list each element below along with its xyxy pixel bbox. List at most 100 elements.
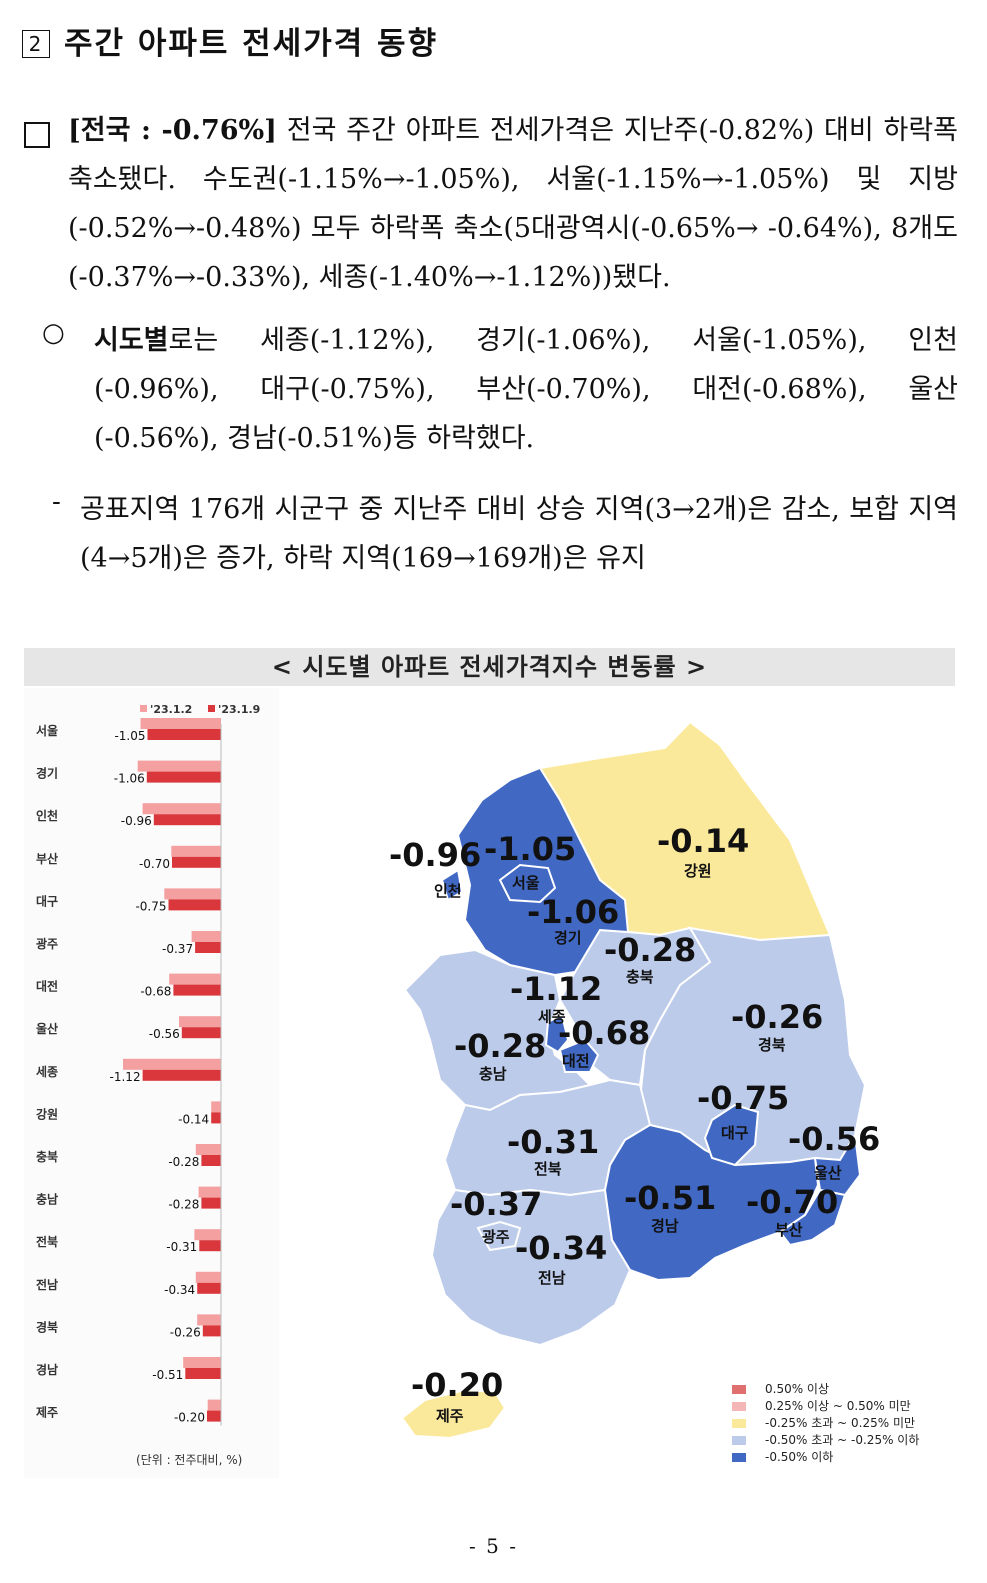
map-region-name: 제주 xyxy=(436,1407,464,1425)
map-region-name: 울산 xyxy=(814,1164,842,1182)
bar-prev xyxy=(140,718,221,729)
bar-chart-data-labels: -1.05 -1.06 -0.96 -0.70 -0.75 -0.37 -0.68 -0.56… xyxy=(110,729,210,1425)
data-label: -0.28 xyxy=(168,1198,199,1212)
map-legend: 0.50% 이상 0.25% 이상 ~ 0.50% 미만 -0.25% 초과 ~… xyxy=(732,1380,919,1465)
legend-item: -0.50% 초과 ~ -0.25% 이하 xyxy=(732,1431,919,1448)
category-label: 세종 xyxy=(36,1064,58,1079)
map-region-name: 전남 xyxy=(538,1269,566,1287)
map-value-label: -0.96 xyxy=(389,836,482,874)
bar-curr xyxy=(211,1112,221,1124)
map-value-label: -0.26 xyxy=(731,998,824,1036)
map-region-seoul xyxy=(498,863,557,904)
section-heading: 2 주간 아파트 전세가격 동향 xyxy=(22,18,438,63)
map-region-name: 경남 xyxy=(651,1217,679,1235)
data-label: -0.37 xyxy=(162,942,193,956)
category-label: 충남 xyxy=(36,1192,58,1207)
bar-prev xyxy=(142,803,221,815)
figure-caption: < 시도별 아파트 전세가격지수 변동률 > xyxy=(271,653,708,681)
section-number: 2 xyxy=(22,30,50,58)
bar-curr xyxy=(142,1069,221,1081)
map-region-name: 충북 xyxy=(626,968,654,986)
bar-curr xyxy=(173,984,221,996)
map-region-daejeon xyxy=(558,1038,600,1073)
legend-label: -0.50% 이하 xyxy=(765,1450,834,1464)
legend-item: -0.25% 초과 ~ 0.25% 미만 xyxy=(732,1414,919,1431)
data-label: -0.68 xyxy=(140,985,171,999)
bar-prev xyxy=(198,1186,221,1198)
legend-label: 0.25% 이상 ~ 0.50% 미만 xyxy=(765,1399,911,1413)
bar-prev xyxy=(183,1357,221,1368)
bar-curr xyxy=(202,1325,221,1337)
bar-prev xyxy=(164,888,221,900)
data-label: -1.06 xyxy=(114,772,145,786)
bar-chart-bars xyxy=(123,718,222,1426)
category-label: 서울 xyxy=(36,723,58,738)
bar-curr xyxy=(199,1240,221,1252)
category-label: 대전 xyxy=(36,979,58,994)
bar-prev xyxy=(207,1399,221,1411)
bar-prev xyxy=(171,845,221,857)
bar-prev xyxy=(123,1058,221,1070)
legend-swatch xyxy=(732,1419,746,1428)
bar-curr xyxy=(168,899,221,911)
map-region-name: 광주 xyxy=(482,1228,510,1246)
map-value-label: -0.20 xyxy=(411,1366,504,1404)
summary-paragraph: [전국 : -0.76%] 전국 주간 아파트 전세가격은 지난주(-0.82%… xyxy=(68,106,958,302)
section-title: 주간 아파트 전세가격 동향 xyxy=(64,26,439,62)
category-label: 인천 xyxy=(36,808,58,823)
map-region-name: 경북 xyxy=(758,1036,786,1054)
data-label: -0.96 xyxy=(121,814,152,828)
regional-text: 로는 세종(-1.12%), 경기(-1.06%), 서울(-1.05%), 인… xyxy=(94,325,958,454)
legend-label: 0.50% 이상 xyxy=(765,1382,830,1396)
map-region-incheon xyxy=(440,868,464,902)
bar-chart-panel xyxy=(24,688,279,1478)
data-label: -0.14 xyxy=(178,1112,209,1126)
category-label: 경북 xyxy=(36,1320,58,1334)
dash-bullet: - xyxy=(52,487,61,517)
legend-swatch xyxy=(732,1385,746,1394)
legend-item: 0.50% 이상 xyxy=(732,1380,919,1397)
map-region-name: 대구 xyxy=(721,1124,749,1142)
bar-curr xyxy=(172,856,221,868)
data-label: -0.31 xyxy=(166,1240,197,1254)
regional-paragraph: 시도별로는 세종(-1.12%), 경기(-1.06%), 서울(-1.05%)… xyxy=(94,316,958,463)
bar-curr xyxy=(185,1368,221,1379)
data-label: -0.34 xyxy=(164,1283,195,1297)
map-region-name: 충남 xyxy=(479,1065,507,1083)
map-region-name: 전북 xyxy=(534,1160,562,1178)
map-value-label: -0.56 xyxy=(788,1120,881,1158)
map-region-sejong xyxy=(544,1013,570,1054)
legend-swatch xyxy=(732,1436,746,1445)
bar-curr xyxy=(147,729,221,740)
category-label: 충북 xyxy=(36,1149,58,1164)
map-value-label: -0.70 xyxy=(746,1183,839,1221)
map-region-jeju xyxy=(400,1388,507,1440)
bar-curr xyxy=(201,1155,221,1166)
map-value-label: -0.34 xyxy=(515,1229,608,1267)
note-paragraph: 공표지역 176개 시군구 중 지난주 대비 상승 지역(3→2개)은 감소, … xyxy=(80,494,958,574)
bar-prev xyxy=(195,1271,221,1283)
map-value-label: -0.28 xyxy=(454,1027,547,1065)
bar-curr xyxy=(146,771,221,783)
bar-prev xyxy=(195,1144,221,1155)
legend-label-1: '23.1.9 xyxy=(218,703,260,716)
bar-prev xyxy=(179,1016,221,1028)
category-label: 전남 xyxy=(36,1277,58,1292)
map-value-label: -0.37 xyxy=(450,1185,543,1223)
map-value-label: -0.75 xyxy=(697,1079,790,1117)
data-label: -0.56 xyxy=(149,1027,180,1041)
legend-swatch xyxy=(732,1453,746,1462)
bar-prev xyxy=(169,973,221,985)
map-value-label: -0.31 xyxy=(507,1123,600,1161)
map-region-daegu xyxy=(703,1103,760,1167)
map-region-name: 경기 xyxy=(554,929,582,947)
bar-curr xyxy=(197,1282,221,1294)
map-value-label: -0.51 xyxy=(624,1179,717,1217)
checkbox-bullet-icon xyxy=(24,122,50,148)
legend-swatch-0 xyxy=(140,705,147,712)
korea-map xyxy=(400,720,867,1440)
bar-prev xyxy=(191,931,221,942)
data-label: -0.51 xyxy=(152,1368,183,1382)
bar-curr xyxy=(195,942,221,953)
